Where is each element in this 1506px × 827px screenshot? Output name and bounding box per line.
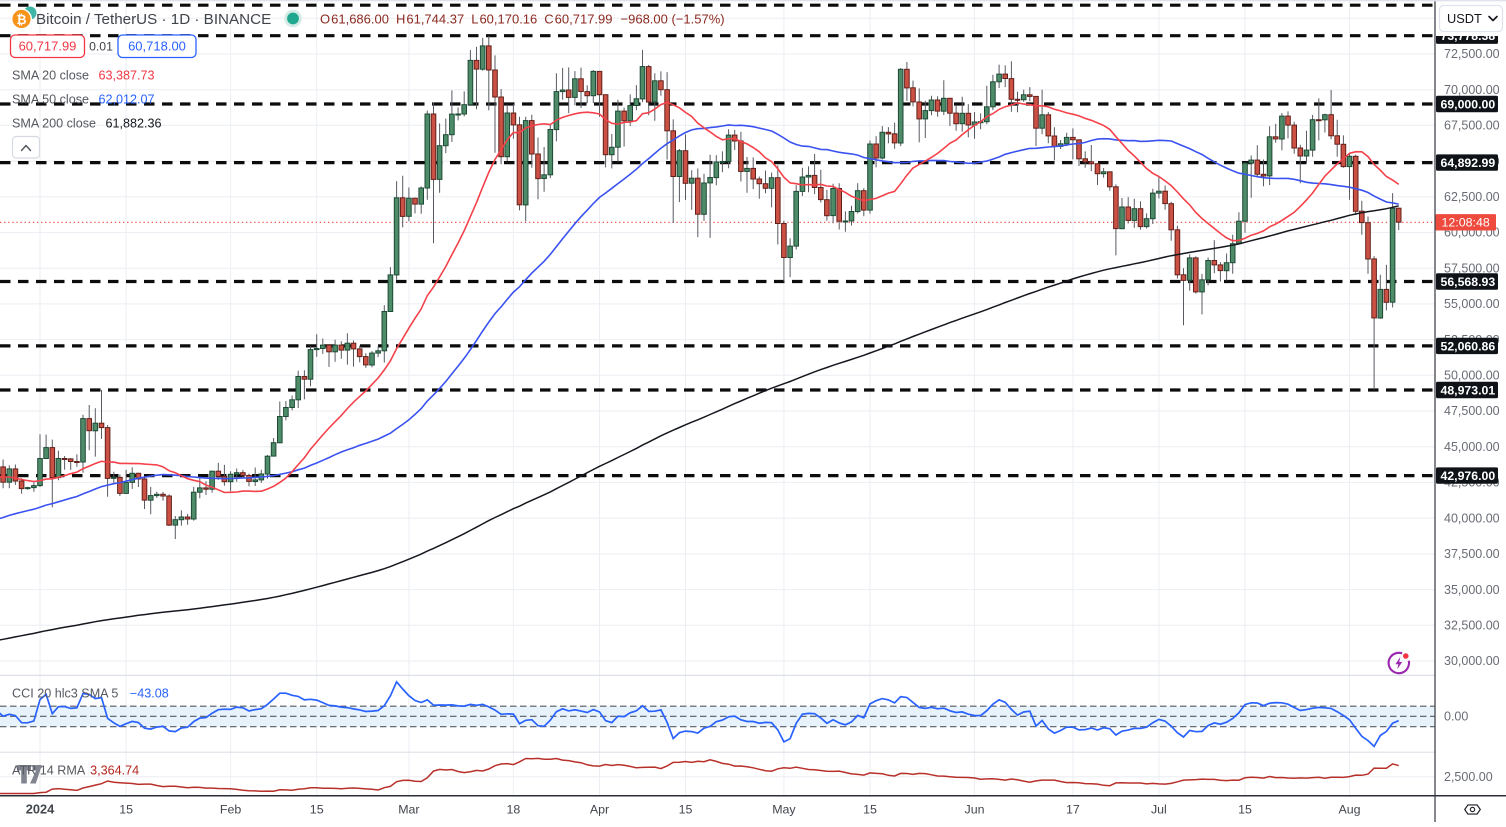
- svg-text:18: 18: [507, 803, 521, 817]
- svg-text:12:08:48: 12:08:48: [1442, 216, 1490, 230]
- svg-text:0.01: 0.01: [89, 40, 113, 54]
- svg-text:15: 15: [119, 803, 133, 817]
- svg-text:32,500.00: 32,500.00: [1444, 619, 1500, 633]
- svg-text:67,500.00: 67,500.00: [1444, 119, 1500, 133]
- svg-text:SMA 50 close 62,012.07: SMA 50 close 62,012.07: [12, 93, 155, 107]
- svg-text:Bitcoin / TetherUS · 1D · BINA: Bitcoin / TetherUS · 1D · BINANCE: [36, 11, 271, 28]
- svg-text:15: 15: [1238, 803, 1252, 817]
- svg-text:48,973.01: 48,973.01: [1441, 383, 1496, 397]
- svg-text:60,717.99: 60,717.99: [19, 39, 77, 54]
- svg-text:SMA 20 close 63,387.73: SMA 20 close 63,387.73: [12, 69, 155, 83]
- svg-text:42,976.00: 42,976.00: [1441, 469, 1496, 483]
- svg-text:SMA 200 close 61,882.36: SMA 200 close 61,882.36: [12, 117, 162, 131]
- svg-text:72,500.00: 72,500.00: [1444, 47, 1500, 61]
- svg-text:55,000.00: 55,000.00: [1444, 297, 1500, 311]
- svg-text:40,000.00: 40,000.00: [1444, 511, 1500, 525]
- svg-text:37,500.00: 37,500.00: [1444, 547, 1500, 561]
- svg-text:CCI 20 hlc3 SMA 5 −43.08: CCI 20 hlc3 SMA 5 −43.08: [12, 687, 169, 701]
- svg-text:ATR 14 RMA 3,364.74: ATR 14 RMA 3,364.74: [12, 764, 139, 778]
- svg-text:60,718.00: 60,718.00: [128, 39, 186, 54]
- svg-text:0.00: 0.00: [1444, 710, 1468, 724]
- svg-text:Jun: Jun: [965, 803, 985, 817]
- svg-text:15: 15: [863, 803, 877, 817]
- svg-text:30,000.00: 30,000.00: [1444, 654, 1500, 668]
- svg-text:Aug: Aug: [1338, 803, 1360, 817]
- svg-text:64,892.99: 64,892.99: [1441, 156, 1496, 170]
- svg-text:50,000.00: 50,000.00: [1444, 369, 1500, 383]
- svg-text:52,060.86: 52,060.86: [1441, 339, 1496, 353]
- svg-text:56,568.93: 56,568.93: [1441, 275, 1496, 289]
- svg-text:69,000.00: 69,000.00: [1441, 97, 1496, 111]
- svg-text:57,500.00: 57,500.00: [1444, 261, 1500, 275]
- svg-text:2,500.00: 2,500.00: [1444, 770, 1493, 784]
- svg-text:May: May: [772, 803, 796, 817]
- svg-text:15: 15: [679, 803, 693, 817]
- svg-text:₿: ₿: [16, 13, 26, 27]
- svg-text:Apr: Apr: [590, 803, 609, 817]
- svg-text:15: 15: [310, 803, 324, 817]
- svg-text:45,000.00: 45,000.00: [1444, 440, 1500, 454]
- svg-text:17: 17: [1066, 803, 1080, 817]
- svg-text:Feb: Feb: [220, 803, 241, 817]
- svg-text:35,000.00: 35,000.00: [1444, 583, 1500, 597]
- svg-text:62,500.00: 62,500.00: [1444, 190, 1500, 204]
- svg-text:Mar: Mar: [398, 803, 419, 817]
- svg-text:2024: 2024: [26, 802, 55, 817]
- svg-text:70,000.00: 70,000.00: [1444, 83, 1500, 97]
- svg-text:USDT: USDT: [1447, 11, 1482, 26]
- svg-text:Jul: Jul: [1151, 803, 1167, 817]
- svg-text:47,500.00: 47,500.00: [1444, 404, 1500, 418]
